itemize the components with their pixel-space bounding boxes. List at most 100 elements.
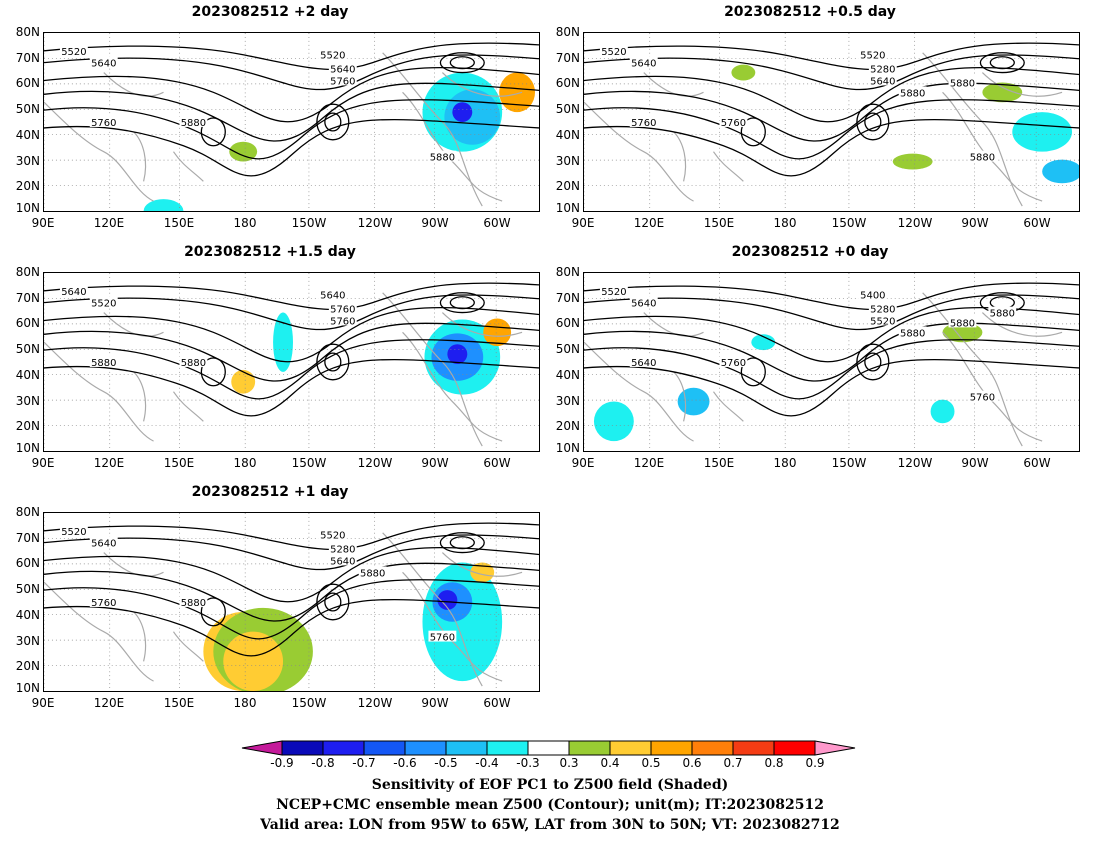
contour-label: 5640 (330, 556, 355, 567)
lon-tick-label: 60W (483, 216, 511, 230)
sensitivity-shade (447, 344, 468, 364)
lat-tick-label: 80N (15, 505, 40, 519)
z500-contour (44, 534, 539, 571)
z500-contour (44, 82, 539, 142)
colorbar-segment (445, 740, 488, 756)
z500-contour (44, 522, 539, 551)
sensitivity-shade (223, 631, 284, 691)
map-panel: 2023082512 +0.5 day 80N 70N 60N 50N 40N 30N 20N… (540, 4, 1080, 230)
lat-tick-label: 70N (555, 50, 580, 65)
z500-contour (584, 99, 1079, 160)
z500-contour (584, 54, 1079, 91)
colorbar-level-label: 0.5 (641, 756, 661, 770)
lat-tick-label: 10N (15, 681, 40, 695)
colorbar-level-label: 0.7 (723, 756, 743, 770)
contour-label: 5280 (870, 65, 895, 76)
lon-tick-label: 150W (831, 216, 867, 230)
sensitivity-shade (593, 401, 634, 442)
closed-contour (864, 112, 882, 132)
z500-contour (44, 579, 539, 640)
closed-contour (324, 112, 342, 132)
z500-contour (584, 282, 1079, 311)
map-plot-area: 5520 5640 5520 5640 5760 5760 5880 5880 (43, 32, 540, 212)
lat-tick-label: 60N (15, 556, 40, 571)
caption-line-3: Valid area: LON from 95W to 65W, LAT fro… (260, 817, 840, 833)
closed-contour (979, 52, 1025, 74)
z500-contour (44, 562, 539, 622)
sensitivity-shade (751, 334, 776, 351)
lat-tick-label: 50N (555, 342, 580, 357)
closed-contour (740, 117, 766, 147)
lon-tick-label: 90E (571, 216, 595, 230)
contour-label: 5760 (330, 305, 355, 316)
sensitivity-shade (892, 153, 933, 170)
colorbar-segment (322, 740, 365, 756)
lon-tick-label: 150E (703, 456, 735, 470)
sensitivity-shade (982, 82, 1023, 103)
contour-label: 5400 (860, 291, 885, 302)
closed-contour (449, 536, 475, 550)
contour-label: 5880 (91, 358, 116, 369)
panel-title: 2023082512 +2 day (191, 4, 349, 20)
lon-tick-label: 120W (897, 456, 933, 470)
lat-tick-label: 20N (555, 179, 580, 194)
coastline (133, 611, 204, 662)
lat-tick-label: 40N (15, 127, 40, 142)
z500-contour (584, 118, 1079, 177)
contour-label: 5880 (990, 309, 1015, 320)
map-plot-area: 5520 5640 5400 5280 5520 5640 5760 5760 5880 5880… (583, 272, 1080, 452)
z500-contour (584, 294, 1079, 331)
z500-contour (44, 547, 539, 603)
lon-tick-label: 90W (961, 456, 989, 470)
panel-title: 2023082512 +1.5 day (184, 244, 356, 260)
contour-label: 5880 (950, 318, 975, 329)
lon-tick-label: 120W (357, 456, 393, 470)
lon-tick-label: 150E (163, 216, 195, 230)
lat-tick-label: 40N (555, 367, 580, 382)
closed-contour (324, 592, 342, 612)
lat-tick-label: 70N (15, 50, 40, 65)
colorbar-segment (609, 740, 652, 756)
caption-line-2: NCEP+CMC ensemble mean Z500 (Contour); u… (276, 797, 824, 813)
lat-tick-label: 30N (15, 393, 40, 408)
coastline (942, 331, 1043, 442)
contour-label: 5640 (631, 299, 656, 310)
z500-contour (44, 339, 539, 400)
colorbar-extend-high (814, 740, 856, 756)
lat-tick-label: 80N (555, 265, 580, 279)
z500-contour (584, 42, 1079, 71)
contour-label: 5880 (181, 358, 206, 369)
lat-tick-label: 60N (15, 76, 40, 91)
lat-tick-label: 10N (555, 201, 580, 215)
lon-tick-label: 60W (1023, 216, 1051, 230)
lat-tick-label: 70N (555, 290, 580, 305)
lon-tick-label: 150W (831, 456, 867, 470)
map-plot-area: 5640 5520 5640 5760 5760 5880 5880 (43, 272, 540, 452)
contour-label: 5760 (330, 316, 355, 327)
contour-label: 5760 (721, 118, 746, 129)
contour-label: 5760 (430, 633, 455, 644)
lat-tick-label: 70N (15, 530, 40, 545)
coastline (133, 371, 204, 422)
contour-label: 5640 (631, 59, 656, 70)
sensitivity-shade (229, 141, 258, 162)
colorbar-segment (691, 740, 734, 756)
lon-tick-label: 180 (233, 696, 257, 710)
z500-contour (44, 282, 539, 311)
contour-label: 5520 (61, 47, 86, 58)
contour-label: 5880 (430, 153, 455, 164)
sensitivity-shade (731, 64, 756, 81)
lat-tick-label: 50N (555, 102, 580, 117)
map-panel: 2023082512 +1.5 day 80N 70N 60N 50N 40N 30N 20N… (0, 244, 540, 470)
lat-tick-label: 40N (15, 367, 40, 382)
z500-contour (44, 67, 539, 123)
colorbar-segment (281, 740, 324, 756)
caption-line-1: Sensitivity of EOF PC1 to Z500 field (Sh… (371, 777, 729, 793)
z500-contour (44, 99, 539, 160)
sensitivity-shade (231, 369, 256, 394)
lon-tick-label: 90W (421, 696, 449, 710)
contour-label: 5520 (91, 299, 116, 310)
lat-tick-label: 60N (15, 316, 40, 331)
colorbar-level-label: -0.6 (393, 756, 417, 770)
lon-tick-label: 120E (93, 456, 125, 470)
